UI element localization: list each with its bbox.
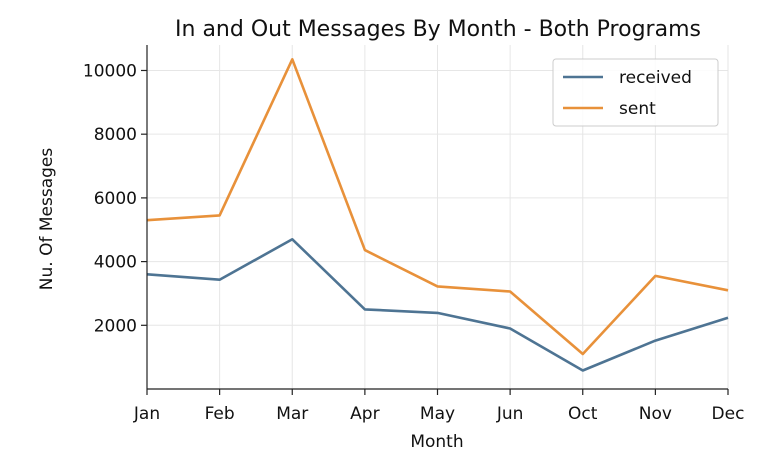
series-line-sent [146,57,729,356]
legend-label-received: received [619,68,692,88]
x-tick-label: Dec [712,404,745,424]
x-tick-label: Feb [205,404,235,424]
y-tick-label: 6000 [94,189,137,209]
x-tick-label: Jun [496,404,524,424]
series-layer [146,57,729,372]
x-tick-label: Jan [133,404,160,424]
y-tick-label: 4000 [94,253,137,273]
y-tick-label: 8000 [94,125,137,145]
y-tick-label: 10000 [83,61,137,81]
legend: received sent [552,58,719,127]
x-tick-label: May [420,404,455,424]
chart-title: In and Out Messages By Month - Both Prog… [175,17,701,42]
series-line-received [146,238,729,372]
y-tick-label: 2000 [94,316,137,336]
y-axis-label: Nu. Of Messages [37,148,57,291]
x-tick-label: Nov [639,404,672,424]
legend-label-sent: sent [619,99,656,119]
axes [141,45,729,395]
x-tick-label: Oct [568,404,598,424]
tick-labels: Jan Feb Mar Apr May Jun Oct Nov Dec 2000 4000 6000 8… [83,61,745,424]
x-axis-label: Month [410,432,463,452]
x-tick-label: Apr [350,404,379,424]
x-tick-label: Mar [276,404,308,424]
